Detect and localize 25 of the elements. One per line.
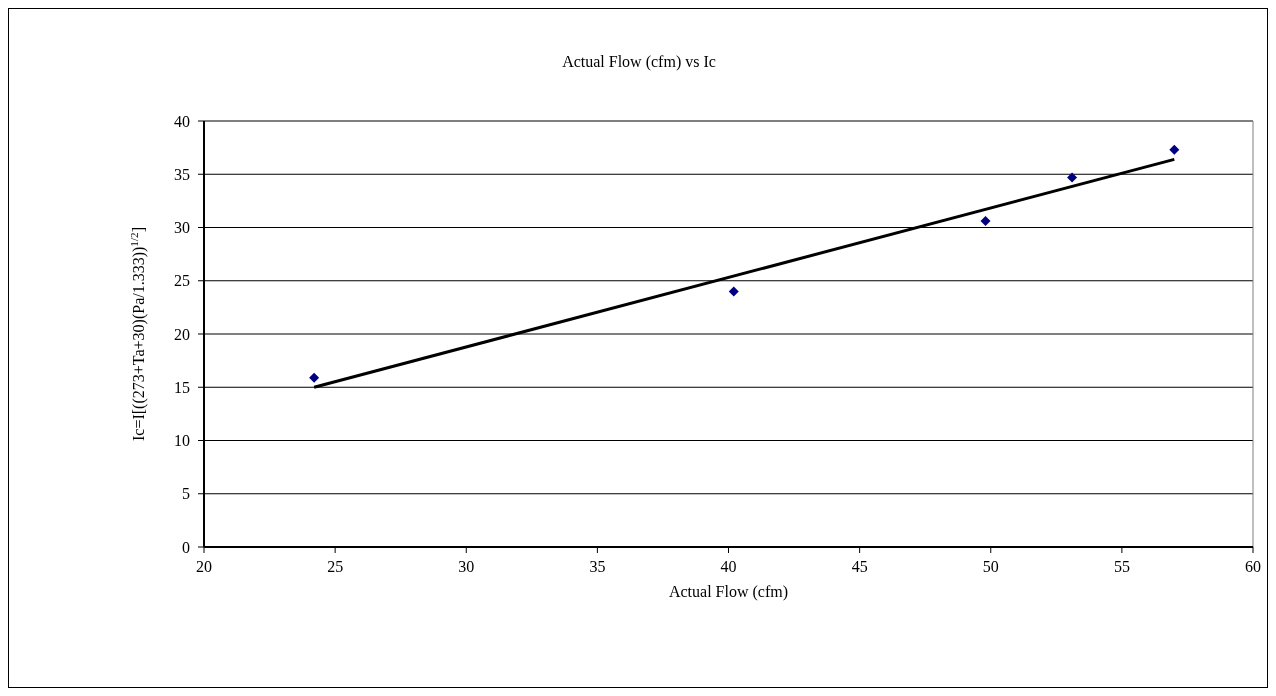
y-tick-label: 5	[182, 485, 190, 503]
x-tick-label: 45	[851, 558, 868, 576]
x-tick-label: 60	[1245, 558, 1261, 576]
y-tick-label: 30	[174, 219, 190, 237]
chart-title: Actual Flow (cfm) vs Ic	[561, 53, 717, 71]
x-tick-label: 40	[720, 558, 737, 576]
x-tick-label: 25	[327, 558, 344, 576]
x-tick-label: 30	[458, 558, 475, 576]
y-tick-label: 15	[174, 378, 190, 396]
y-tick-label: 0	[182, 538, 190, 556]
point	[309, 372, 320, 383]
x-tick-label: 50	[982, 558, 999, 576]
x-tick-label: 20	[196, 558, 212, 576]
y-tick-label: 35	[174, 165, 190, 183]
y-tick-label: 25	[174, 272, 190, 290]
x-tick-label: 35	[589, 558, 606, 576]
point	[980, 216, 991, 227]
point	[1169, 144, 1180, 155]
point	[728, 286, 739, 297]
y-tick-label: 20	[174, 325, 190, 343]
x-tick-label: 55	[1113, 558, 1130, 576]
point	[1067, 172, 1078, 183]
x-axis-title: Actual Flow (cfm)	[668, 583, 789, 601]
y-tick-label: 40	[174, 112, 190, 130]
y-tick-label: 10	[174, 432, 190, 450]
